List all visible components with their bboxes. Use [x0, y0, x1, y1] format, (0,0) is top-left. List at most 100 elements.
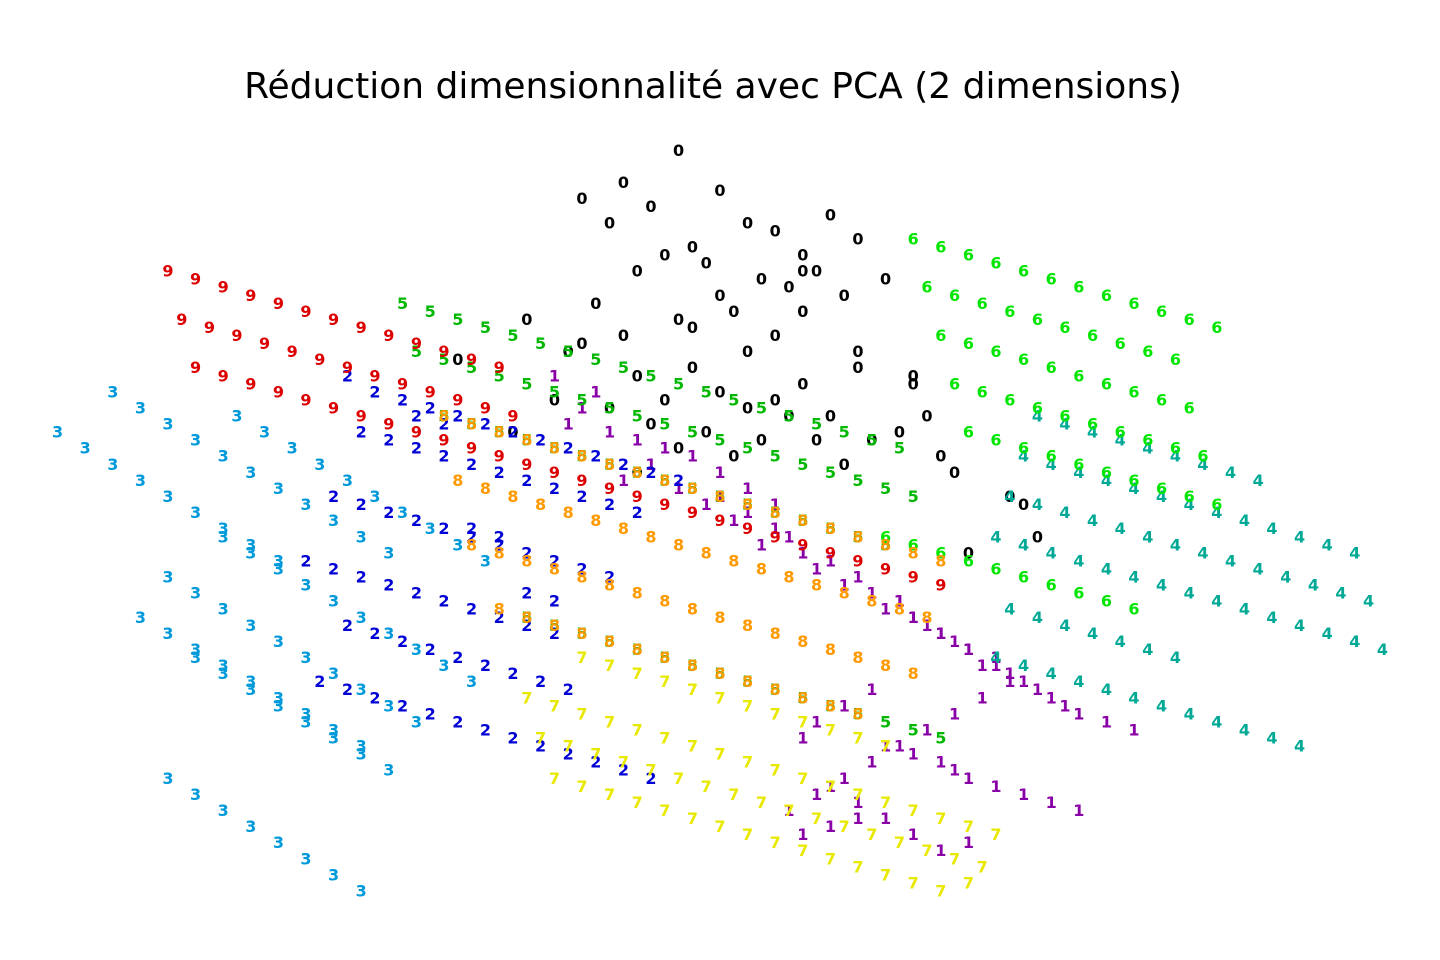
digit-point-7-41: 7 — [714, 817, 725, 836]
digit-point-4-67: 4 — [1115, 632, 1126, 651]
digit-point-8-33: 8 — [839, 584, 850, 603]
digit-point-4-39: 4 — [1294, 527, 1305, 546]
digit-point-8-26: 8 — [645, 527, 656, 546]
digit-point-3-35: 3 — [273, 688, 284, 707]
digit-point-2-50: 2 — [480, 656, 491, 675]
digit-point-7-58: 7 — [770, 704, 781, 723]
digit-point-0-2: 0 — [576, 189, 587, 208]
digit-point-2-48: 2 — [425, 640, 436, 659]
digit-point-3-16: 3 — [300, 495, 311, 514]
digit-point-4-52: 4 — [1266, 729, 1277, 748]
digit-point-7-53: 7 — [632, 664, 643, 683]
digit-point-6-19: 6 — [1115, 334, 1126, 353]
digit-point-1-72: 1 — [852, 793, 863, 812]
digit-point-2-12: 2 — [673, 471, 684, 490]
digit-point-8-47: 8 — [742, 616, 753, 635]
digit-point-6-16: 6 — [1032, 310, 1043, 329]
digit-point-9-32: 9 — [356, 407, 367, 426]
digit-point-2-51: 2 — [507, 664, 518, 683]
digit-point-2-31: 2 — [521, 543, 532, 562]
digit-point-2-1: 2 — [369, 382, 380, 401]
digit-point-5-52: 5 — [825, 519, 836, 538]
digit-point-6-25: 6 — [1018, 350, 1029, 369]
digit-point-5-55: 5 — [521, 608, 532, 627]
digit-point-7-59: 7 — [797, 712, 808, 731]
digit-point-7-36: 7 — [576, 777, 587, 796]
digit-point-3-37: 3 — [328, 721, 339, 740]
digit-point-9-49: 9 — [825, 543, 836, 562]
digit-point-7-12: 7 — [852, 785, 863, 804]
digit-point-1-2: 1 — [576, 398, 587, 417]
digit-point-1-74: 1 — [908, 825, 919, 844]
digit-point-7-45: 7 — [825, 849, 836, 868]
digit-point-8-60: 8 — [659, 648, 670, 667]
digit-point-2-72: 2 — [549, 592, 560, 611]
digit-point-8-0: 8 — [438, 407, 449, 426]
digit-point-8-1: 8 — [466, 415, 477, 434]
digit-point-0-62: 0 — [908, 366, 919, 385]
digit-point-5-11: 5 — [701, 382, 712, 401]
digit-point-7-1: 7 — [549, 696, 560, 715]
digit-point-2-67: 2 — [411, 407, 422, 426]
digit-point-7-44: 7 — [797, 841, 808, 860]
digit-point-4-5: 4 — [1128, 568, 1139, 587]
digit-point-2-21: 2 — [576, 487, 587, 506]
digit-point-4-8: 4 — [1211, 592, 1222, 611]
digit-point-2-47: 2 — [397, 632, 408, 651]
digit-point-1-28: 1 — [935, 624, 946, 643]
digit-point-1-3: 1 — [563, 415, 574, 434]
digit-point-9-38: 9 — [521, 455, 532, 474]
digit-point-9-50: 9 — [852, 551, 863, 570]
digit-point-6-6: 6 — [1073, 278, 1084, 297]
digit-point-5-64: 5 — [770, 680, 781, 699]
digit-point-1-70: 1 — [797, 729, 808, 748]
digit-point-4-42: 4 — [990, 648, 1001, 667]
digit-point-7-23: 7 — [673, 769, 684, 788]
digit-point-9-46: 9 — [742, 519, 753, 538]
digit-point-3-59: 3 — [328, 592, 339, 611]
digit-point-2-69: 2 — [466, 519, 477, 538]
digit-point-2-28: 2 — [438, 519, 449, 538]
digit-point-2-33: 2 — [576, 560, 587, 579]
digit-point-9-3: 9 — [245, 286, 256, 305]
digit-point-8-18: 8 — [935, 551, 946, 570]
digit-point-4-46: 4 — [1101, 680, 1112, 699]
digit-point-9-42: 9 — [632, 487, 643, 506]
digit-point-6-43: 6 — [990, 431, 1001, 450]
digit-point-5-51: 5 — [797, 511, 808, 530]
digit-point-8-58: 8 — [604, 632, 615, 651]
digit-point-7-40: 7 — [687, 809, 698, 828]
digit-point-1-45: 1 — [963, 769, 974, 788]
digit-point-2-3: 2 — [425, 398, 436, 417]
digit-point-3-5: 3 — [190, 503, 201, 522]
digit-point-2-32: 2 — [549, 551, 560, 570]
digit-point-2-38: 2 — [383, 576, 394, 595]
digit-point-6-42: 6 — [963, 423, 974, 442]
digit-point-4-11: 4 — [1294, 616, 1305, 635]
digit-point-3-19: 3 — [383, 543, 394, 562]
digit-point-3-7: 3 — [245, 535, 256, 554]
digit-point-2-16: 2 — [438, 447, 449, 466]
digit-point-8-55: 8 — [521, 608, 532, 627]
digit-point-5-63: 5 — [742, 672, 753, 691]
digit-point-2-46: 2 — [369, 624, 380, 643]
digit-point-0-35: 0 — [604, 398, 615, 417]
digit-point-0-31: 0 — [852, 358, 863, 377]
digit-point-0-24: 0 — [521, 310, 532, 329]
digit-point-9-18: 9 — [314, 350, 325, 369]
digit-point-7-21: 7 — [618, 753, 629, 772]
digit-point-9-34: 9 — [411, 423, 422, 442]
digit-point-1-31: 1 — [990, 648, 1001, 667]
digit-point-7-33: 7 — [949, 849, 960, 868]
digit-point-3-44: 3 — [328, 729, 339, 748]
digit-point-3-73: 3 — [452, 535, 463, 554]
digit-point-7-17: 7 — [990, 825, 1001, 844]
digit-point-1-15: 1 — [770, 519, 781, 538]
digit-point-4-17: 4 — [1059, 503, 1070, 522]
digit-point-7-3: 7 — [604, 712, 615, 731]
digit-point-2-68: 2 — [438, 415, 449, 434]
digit-point-9-47: 9 — [770, 527, 781, 546]
digit-point-7-14: 7 — [908, 801, 919, 820]
digit-point-6-21: 6 — [1170, 350, 1181, 369]
